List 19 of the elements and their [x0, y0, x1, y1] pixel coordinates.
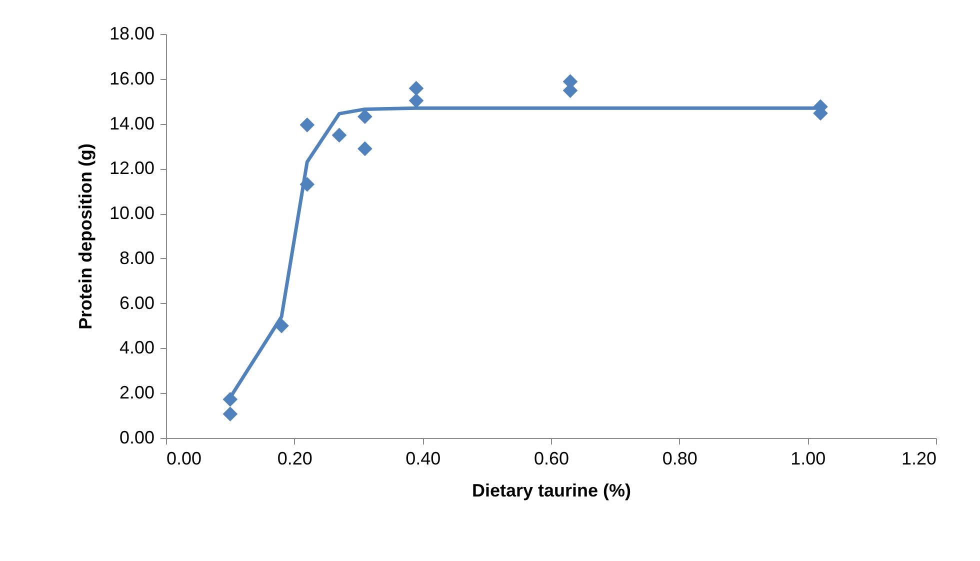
x-tick-label: 0.20	[277, 448, 312, 468]
x-tick-label: 1.20	[901, 448, 936, 468]
y-tick-label: 12.00	[109, 158, 154, 178]
y-axis-title: Protein deposition (g)	[75, 144, 96, 330]
x-tick-label: 0.40	[406, 448, 441, 468]
x-tick-label: 1.00	[790, 448, 826, 468]
y-tick-label: 8.00	[119, 248, 154, 268]
y-tick-label: 2.00	[119, 382, 154, 403]
y-tick-label: 4.00	[119, 338, 154, 358]
y-tick-label: 0.00	[119, 428, 154, 448]
y-tick-label: 14.00	[109, 113, 154, 134]
y-tick-label: 16.00	[109, 68, 154, 88]
y-tick-label: 10.00	[109, 203, 154, 224]
x-axis-title: Dietary taurine (%)	[472, 480, 632, 500]
x-tick-label: 0.00	[166, 448, 202, 468]
y-tick-label: 6.00	[119, 292, 154, 313]
y-tick-label: 18.00	[109, 24, 154, 44]
x-tick-label: 0.60	[534, 448, 570, 468]
x-tick-label: 0.80	[662, 448, 698, 468]
